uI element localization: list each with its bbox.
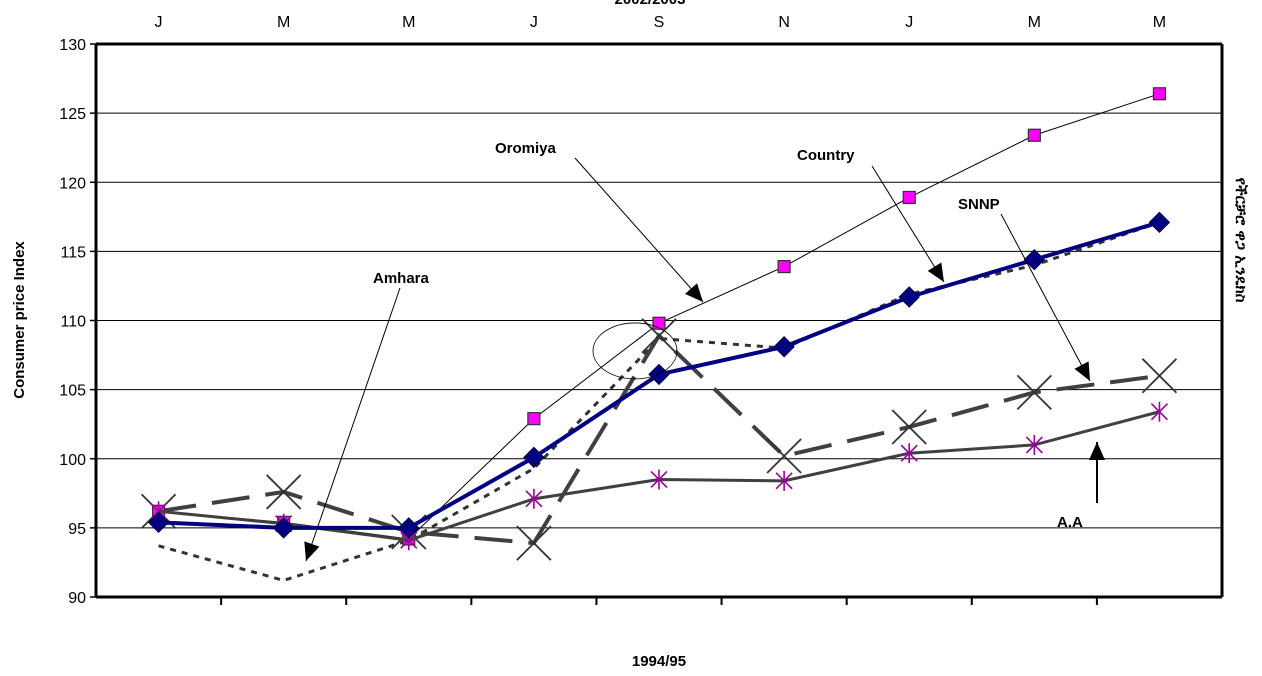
annotation-snnp: SNNP (958, 196, 1000, 213)
aa-asterisk-marker (525, 488, 543, 509)
country-diamond-marker (1023, 248, 1046, 271)
x-category-label: M (1153, 14, 1166, 31)
side-label: የችርቻሮ ዋጋ ኢንዴክስ (1231, 178, 1250, 303)
arrow-aa (1089, 442, 1105, 503)
highlight-ellipse (592, 322, 678, 380)
snnp-x-marker (516, 525, 552, 561)
snnp-x-marker (766, 438, 802, 474)
arrow-country (871, 165, 945, 283)
oromiya-square-marker (1027, 128, 1041, 142)
snnp-x-marker (1016, 374, 1052, 411)
arrow-amhara (304, 287, 401, 562)
country-diamond-marker (523, 446, 545, 469)
snnp-x-marker (1141, 358, 1178, 394)
y-tick-label: 120 (59, 175, 86, 192)
aa-asterisk-marker (775, 470, 793, 491)
y-tick-label: 110 (60, 314, 86, 331)
y-tick-label: 105 (59, 383, 86, 400)
x-category-label: M (402, 14, 415, 31)
y-axis-title: Consumer price Index (11, 241, 28, 399)
series-lines (140, 87, 1178, 582)
annotation-aa: A.A (1057, 514, 1083, 531)
arrow-snnp (1000, 213, 1091, 382)
oromiya-square-marker (777, 259, 791, 274)
annotations: Oromiya Country SNNP Amhara A.A (304, 140, 1105, 562)
country-diamond-marker (898, 286, 920, 308)
gridlines (96, 112, 1222, 529)
annotation-oromiya: Oromiya (495, 140, 557, 157)
x-category-label: J (530, 14, 538, 31)
y-axis-ticks: 90 95 100 105 110 115 120 125 130 (59, 37, 96, 607)
aa-asterisk-marker (1025, 434, 1043, 455)
x-category-label: M (1028, 14, 1041, 31)
aa-asterisk-marker (650, 469, 668, 490)
country-diamond-marker (1148, 211, 1171, 234)
country-diamond-marker (648, 363, 670, 386)
x-category-label: M (277, 14, 290, 31)
x-category-label: N (778, 14, 790, 31)
aa-asterisk-marker (900, 443, 918, 464)
x-category-label: S (654, 14, 665, 31)
oromiya-square-marker (1152, 87, 1167, 101)
country-diamond-marker (147, 511, 170, 534)
x-category-label: J (155, 14, 163, 31)
plot-frame (94, 42, 1224, 599)
country-diamond-marker (272, 517, 295, 539)
y-tick-label: 95 (68, 521, 86, 538)
x-category-label: J (905, 14, 913, 31)
x-axis-title: 1994/95 (632, 653, 686, 670)
annotation-country: Country (797, 147, 855, 164)
y-tick-label: 90 (68, 590, 86, 607)
oromiya-square-marker (902, 190, 916, 205)
country-diamond-marker (773, 336, 795, 358)
chart-title: 2002/2003 (615, 0, 686, 8)
snnp-x-marker (891, 409, 927, 445)
y-tick-label: 130 (59, 37, 86, 54)
y-tick-label: 115 (60, 244, 86, 261)
y-tick-label: 125 (59, 106, 86, 123)
series-line-amhara (158, 220, 1160, 582)
annotation-amhara: Amhara (373, 270, 430, 287)
aa-asterisk-marker (1150, 401, 1169, 422)
arrow-oromiya (574, 157, 704, 303)
oromiya-square-marker (527, 412, 541, 426)
y-tick-label: 100 (59, 452, 86, 469)
country-diamond-marker (398, 517, 420, 539)
snnp-x-marker (266, 474, 302, 510)
